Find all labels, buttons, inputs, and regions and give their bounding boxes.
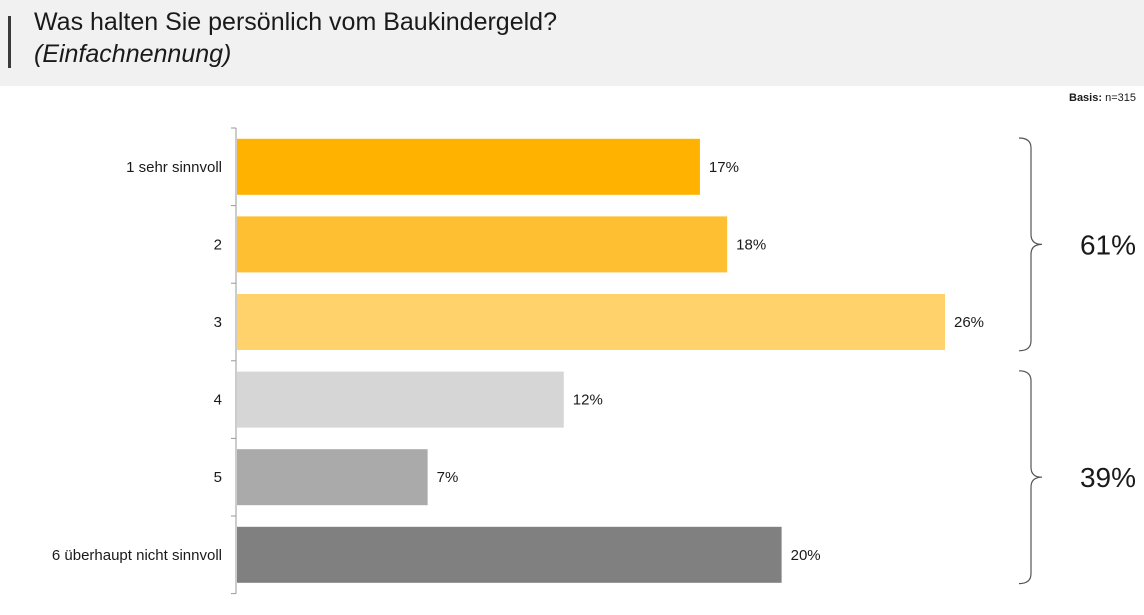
basis-value: n=315 bbox=[1105, 92, 1136, 104]
group-total-label: 61% bbox=[1080, 229, 1136, 260]
basis-label: Basis: bbox=[1069, 92, 1103, 104]
category-tick-label: 5 bbox=[214, 469, 222, 486]
category-tick-label: 4 bbox=[214, 392, 222, 409]
bar bbox=[237, 294, 945, 350]
category-tick-label: 6 überhaupt nicht sinnvoll bbox=[52, 547, 222, 564]
category-tick-label: 2 bbox=[214, 236, 222, 253]
chart-title: Was halten Sie persönlich vom Baukinderg… bbox=[34, 8, 557, 36]
bar-value-label: 26% bbox=[954, 314, 984, 331]
group-brace bbox=[1018, 137, 1043, 352]
bar bbox=[237, 216, 728, 273]
chart-subtitle: (Einfachnennung) bbox=[34, 40, 232, 68]
category-tick-label: 1 sehr sinnvoll bbox=[126, 159, 222, 176]
header-bar: Was halten Sie persönlich vom Baukinderg… bbox=[0, 0, 1144, 86]
group-total-label: 39% bbox=[1080, 462, 1136, 493]
bar bbox=[237, 449, 428, 506]
bar bbox=[237, 526, 782, 583]
bar-value-label: 18% bbox=[736, 236, 766, 253]
bar-value-label: 20% bbox=[791, 547, 821, 564]
bar bbox=[237, 138, 700, 195]
bar bbox=[237, 371, 564, 428]
header-accent-rule bbox=[8, 16, 11, 68]
bar-value-label: 12% bbox=[573, 392, 603, 409]
basis-note: Basis: n=315 bbox=[1069, 92, 1136, 104]
group-brace bbox=[1018, 370, 1043, 585]
bar-value-label: 17% bbox=[709, 159, 739, 176]
category-tick-label: 3 bbox=[214, 314, 222, 331]
bar-value-label: 7% bbox=[437, 469, 459, 486]
